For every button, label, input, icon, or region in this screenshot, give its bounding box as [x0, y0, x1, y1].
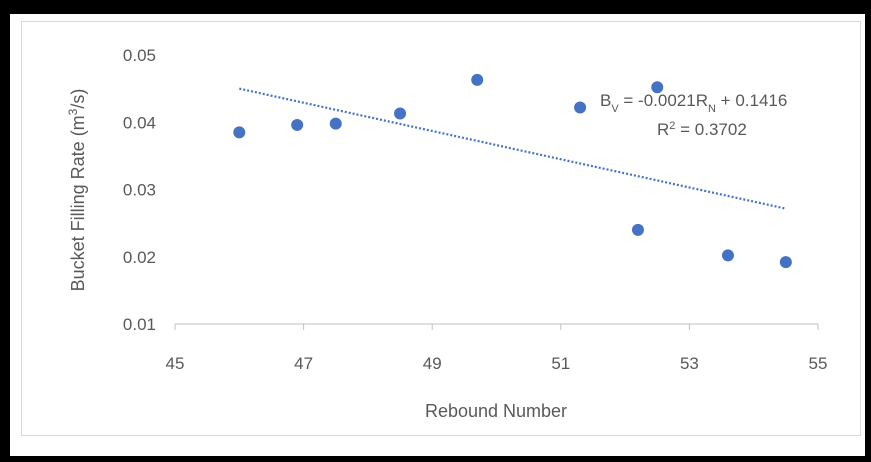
y-tick-labels: 0.01 0.02 0.03 0.04 0.05: [123, 46, 156, 334]
x-tick-label: 51: [551, 354, 570, 373]
x-tick-label: 55: [809, 354, 828, 373]
x-tick-label: 47: [294, 354, 313, 373]
chart-border: [21, 21, 861, 436]
x-tick-label: 45: [166, 354, 185, 373]
data-point: [574, 101, 587, 114]
data-point: [471, 73, 484, 86]
x-tick-label: 49: [423, 354, 442, 373]
y-tick-label: 0.04: [123, 113, 156, 132]
y-tick-label: 0.01: [123, 315, 156, 334]
data-points: [233, 73, 792, 269]
x-axis-title: Rebound Number: [425, 401, 567, 421]
data-point: [721, 249, 734, 262]
y-tick-label: 0.03: [123, 181, 156, 200]
x-tick-label: 53: [680, 354, 699, 373]
y-tick-label: 0.05: [123, 46, 156, 65]
data-point: [329, 117, 342, 130]
data-point: [779, 256, 792, 269]
data-point: [631, 223, 644, 236]
y-axis-title: Bucket Filling Rate (m3/s): [66, 89, 88, 292]
r-squared-label: R2 = 0.3702: [657, 120, 747, 139]
x-tick-marks: [174, 324, 819, 330]
data-point: [394, 107, 407, 120]
trendline: [239, 87, 787, 210]
y-tick-label: 0.02: [123, 248, 156, 267]
trendline-equation: BV = -0.0021RN + 0.1416: [600, 91, 787, 115]
data-point: [291, 118, 304, 131]
data-point: [651, 81, 664, 94]
data-point: [233, 126, 246, 139]
chart-panel: [10, 14, 865, 456]
x-tick-labels: 45 47 49 51 53 55: [166, 354, 828, 373]
